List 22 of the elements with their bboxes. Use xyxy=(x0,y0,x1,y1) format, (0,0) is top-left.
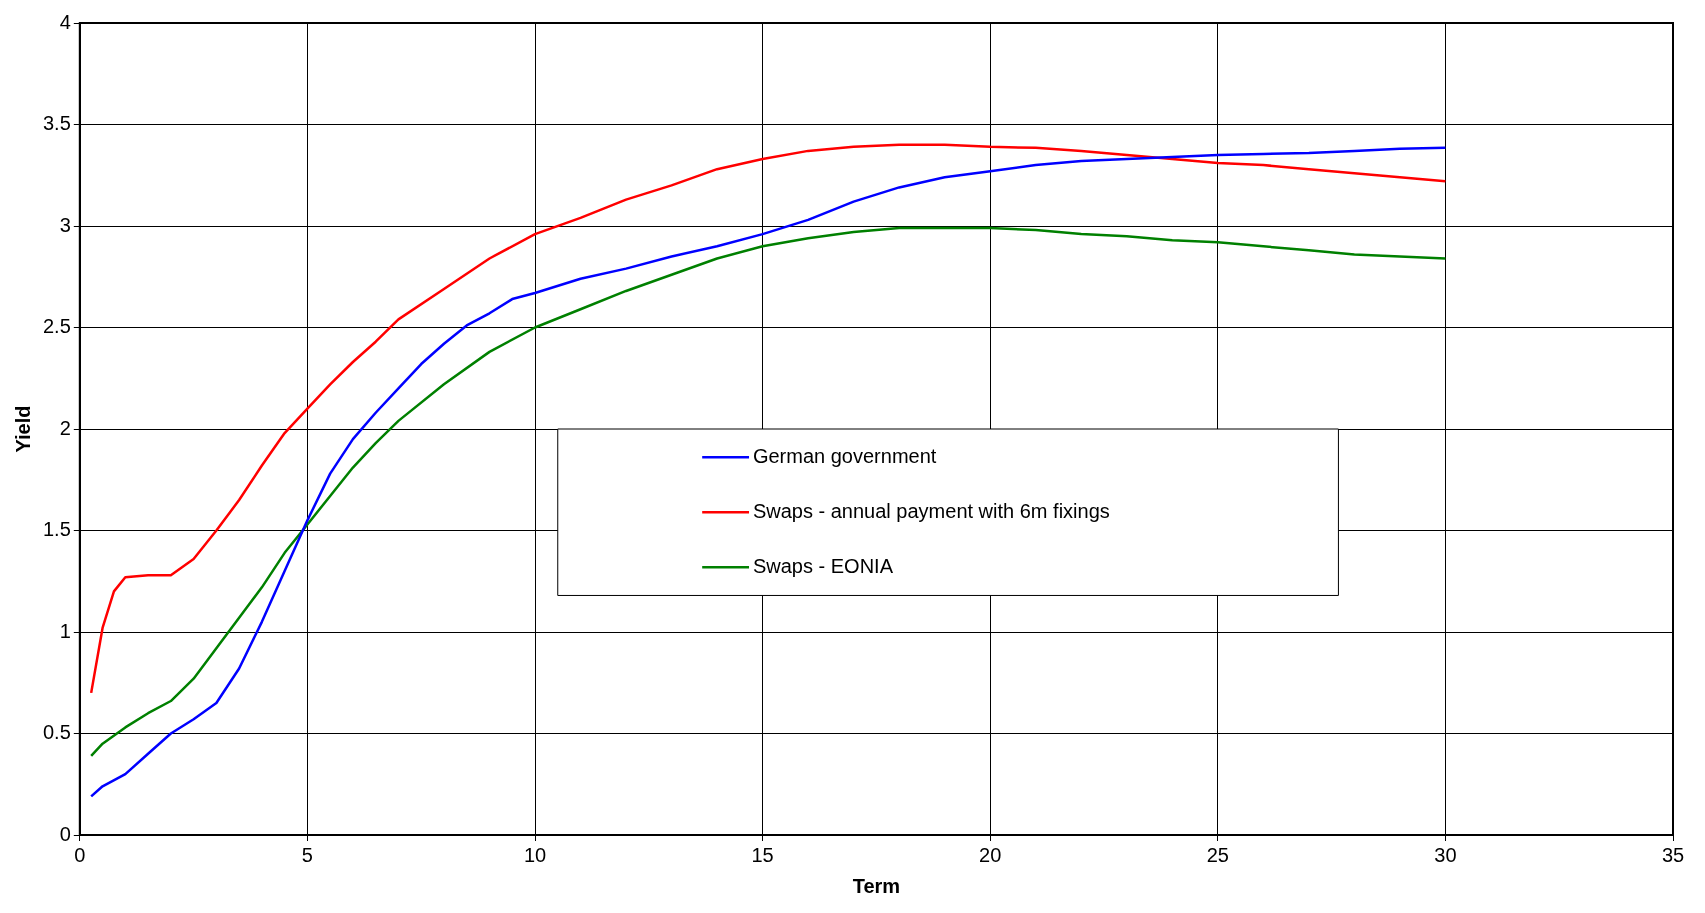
y-tick-label: 2 xyxy=(59,416,71,439)
y-tick-label: 4 xyxy=(59,10,71,33)
x-axis-title: Term xyxy=(852,874,901,897)
y-tick-label: 1 xyxy=(59,619,71,642)
x-tick-label: 0 xyxy=(74,843,86,866)
y-tick-label: 1.5 xyxy=(42,518,71,541)
y-tick-label: 0.5 xyxy=(42,721,71,744)
y-axis-title: Yield xyxy=(11,405,34,453)
legend-label: Swaps - EONIA xyxy=(752,554,894,577)
legend-label: Swaps - annual payment with 6m fixings xyxy=(752,499,1110,522)
x-tick-label: 20 xyxy=(979,843,1002,866)
y-tick-label: 3 xyxy=(59,213,71,236)
y-tick-label: 2.5 xyxy=(42,315,71,338)
x-tick-label: 10 xyxy=(523,843,547,866)
x-tick-label: 15 xyxy=(751,843,774,866)
y-tick-label: 0 xyxy=(59,822,71,845)
x-tick-label: 30 xyxy=(1434,843,1457,866)
legend-label: German government xyxy=(752,444,937,467)
x-tick-label: 35 xyxy=(1661,843,1685,866)
y-tick-label: 3.5 xyxy=(42,112,71,135)
x-tick-label: 5 xyxy=(301,843,313,866)
x-tick-label: 25 xyxy=(1206,843,1229,866)
